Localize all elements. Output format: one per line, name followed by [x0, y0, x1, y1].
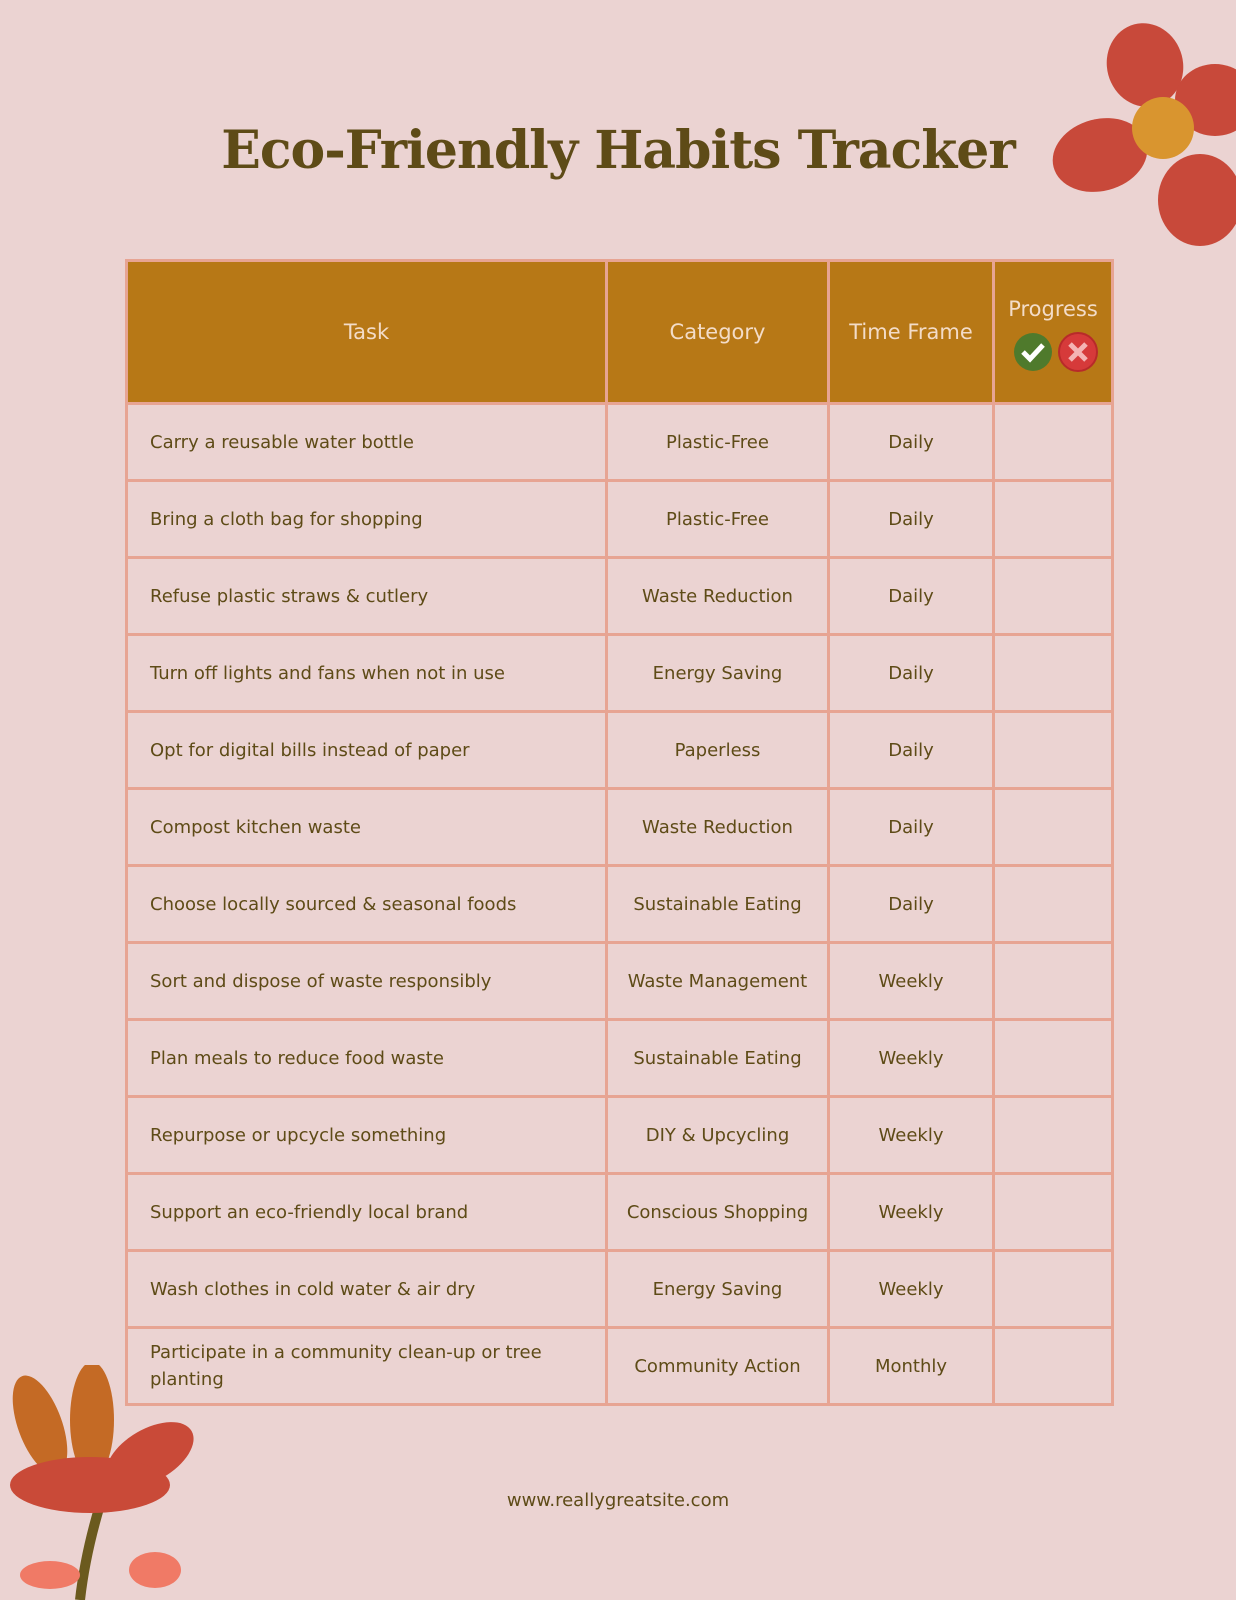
progress-cell	[992, 941, 1114, 1021]
column-header-text: Task	[343, 319, 390, 344]
footer-url: www.reallygreatsite.com	[506, 1490, 730, 1511]
task: Opt for digital bills instead of paper	[125, 710, 608, 790]
task: Turn off lights and fans when not in use	[125, 633, 608, 713]
task-row: Compost kitchen waste Waste Reduction Dail…	[125, 787, 1114, 867]
task: Plan meals to reduce food waste	[125, 1018, 608, 1098]
task-row: Carry a reusable water bottle Plastic-Fre…	[125, 402, 1114, 482]
time-frame: Daily	[827, 864, 995, 944]
time-frame: Daily	[827, 402, 995, 482]
category: Paperless	[605, 710, 830, 790]
progress-cell	[992, 787, 1114, 867]
category: Plastic-Free	[605, 479, 830, 559]
task: Support an eco-friendly local brand	[125, 1172, 608, 1252]
task: Repurpose or upcycle something	[125, 1095, 608, 1175]
task: Compost kitchen waste	[125, 787, 608, 867]
task-row: Opt for digital bills instead of paper Pa…	[125, 710, 1114, 790]
task-row: Repurpose or upcycle something DIY & Upcy…	[125, 1095, 1114, 1175]
time-frame: Weekly	[827, 1249, 995, 1329]
category: Community Action	[605, 1326, 830, 1406]
progress-cell	[992, 1018, 1114, 1098]
task-row: Wash clothes in cold water & air dry Ener…	[125, 1249, 1114, 1329]
progress-cell	[992, 402, 1114, 482]
progress-icons	[1014, 331, 1098, 372]
category: Waste Reduction	[605, 787, 830, 867]
flower-top-right	[1052, 23, 1236, 246]
task-row: Sort and dispose of waste responsibly Was…	[125, 941, 1114, 1021]
title: Eco-Friendly Habits Tracker	[221, 120, 1016, 181]
category: Sustainable Eating	[605, 864, 830, 944]
column-header-text: Time Frame	[849, 319, 973, 344]
progress-cell	[992, 1326, 1114, 1406]
time-frame: Weekly	[827, 941, 995, 1021]
tracker-table: Task Category Time Frame Progress Carry a r…	[125, 259, 1114, 1406]
category: Plastic-Free	[605, 402, 830, 482]
task: Sort and dispose of waste responsibly	[125, 941, 608, 1021]
category: Energy Saving	[605, 633, 830, 713]
time-frame: Weekly	[827, 1018, 995, 1098]
time-frame: Daily	[827, 710, 995, 790]
progress-cell	[992, 633, 1114, 713]
progress-cell	[992, 710, 1114, 790]
task: Choose locally sourced & seasonal foods	[125, 864, 608, 944]
time-frame: Daily	[827, 787, 995, 867]
task-row: Plan meals to reduce food waste Sustainab…	[125, 1018, 1114, 1098]
time-frame: Daily	[827, 633, 995, 713]
column-header: Time Frame	[827, 259, 995, 405]
category: DIY & Upcycling	[605, 1095, 830, 1175]
progress-cell	[992, 479, 1114, 559]
task: Wash clothes in cold water & air dry	[125, 1249, 608, 1329]
progress-cell	[992, 1172, 1114, 1252]
progress-cell	[992, 1095, 1114, 1175]
task-row: Bring a cloth bag for shopping Plastic-Fr…	[125, 479, 1114, 559]
time-frame: Daily	[827, 479, 995, 559]
category: Conscious Shopping	[605, 1172, 830, 1252]
column-header-text: Category	[669, 319, 766, 344]
time-frame: Daily	[827, 556, 995, 636]
task: Carry a reusable water bottle	[125, 402, 608, 482]
time-frame: Weekly	[827, 1095, 995, 1175]
column-header: Category	[605, 259, 830, 405]
category: Waste Management	[605, 941, 830, 1021]
flower-bottom-left	[10, 1365, 194, 1600]
task-row: Support an eco-friendly local brand Consc…	[125, 1172, 1114, 1252]
category: Sustainable Eating	[605, 1018, 830, 1098]
task: Refuse plastic straws & cutlery	[125, 556, 608, 636]
progress-cell	[992, 864, 1114, 944]
progress-cell	[992, 1249, 1114, 1329]
header-row: Task Category Time Frame Progress	[125, 259, 1114, 405]
task-row: Refuse plastic straws & cutlery Waste Red…	[125, 556, 1114, 636]
column-header: Progress	[992, 259, 1114, 405]
progress-cell	[992, 556, 1114, 636]
table-body: Carry a reusable water bottle Plastic-Fre…	[125, 402, 1114, 1406]
task-row: Participate in a community clean-up or t…	[125, 1326, 1114, 1406]
column-header-text: Progress	[1008, 296, 1098, 321]
time-frame: Monthly	[827, 1326, 995, 1406]
time-frame: Weekly	[827, 1172, 995, 1252]
task: Bring a cloth bag for shopping	[125, 479, 608, 559]
category: Waste Reduction	[605, 556, 830, 636]
task: Participate in a community clean-up or t…	[125, 1326, 608, 1406]
task-row: Choose locally sourced & seasonal foods S…	[125, 864, 1114, 944]
category: Energy Saving	[605, 1249, 830, 1329]
task-row: Turn off lights and fans when not in use…	[125, 633, 1114, 713]
column-header: Task	[125, 259, 608, 405]
